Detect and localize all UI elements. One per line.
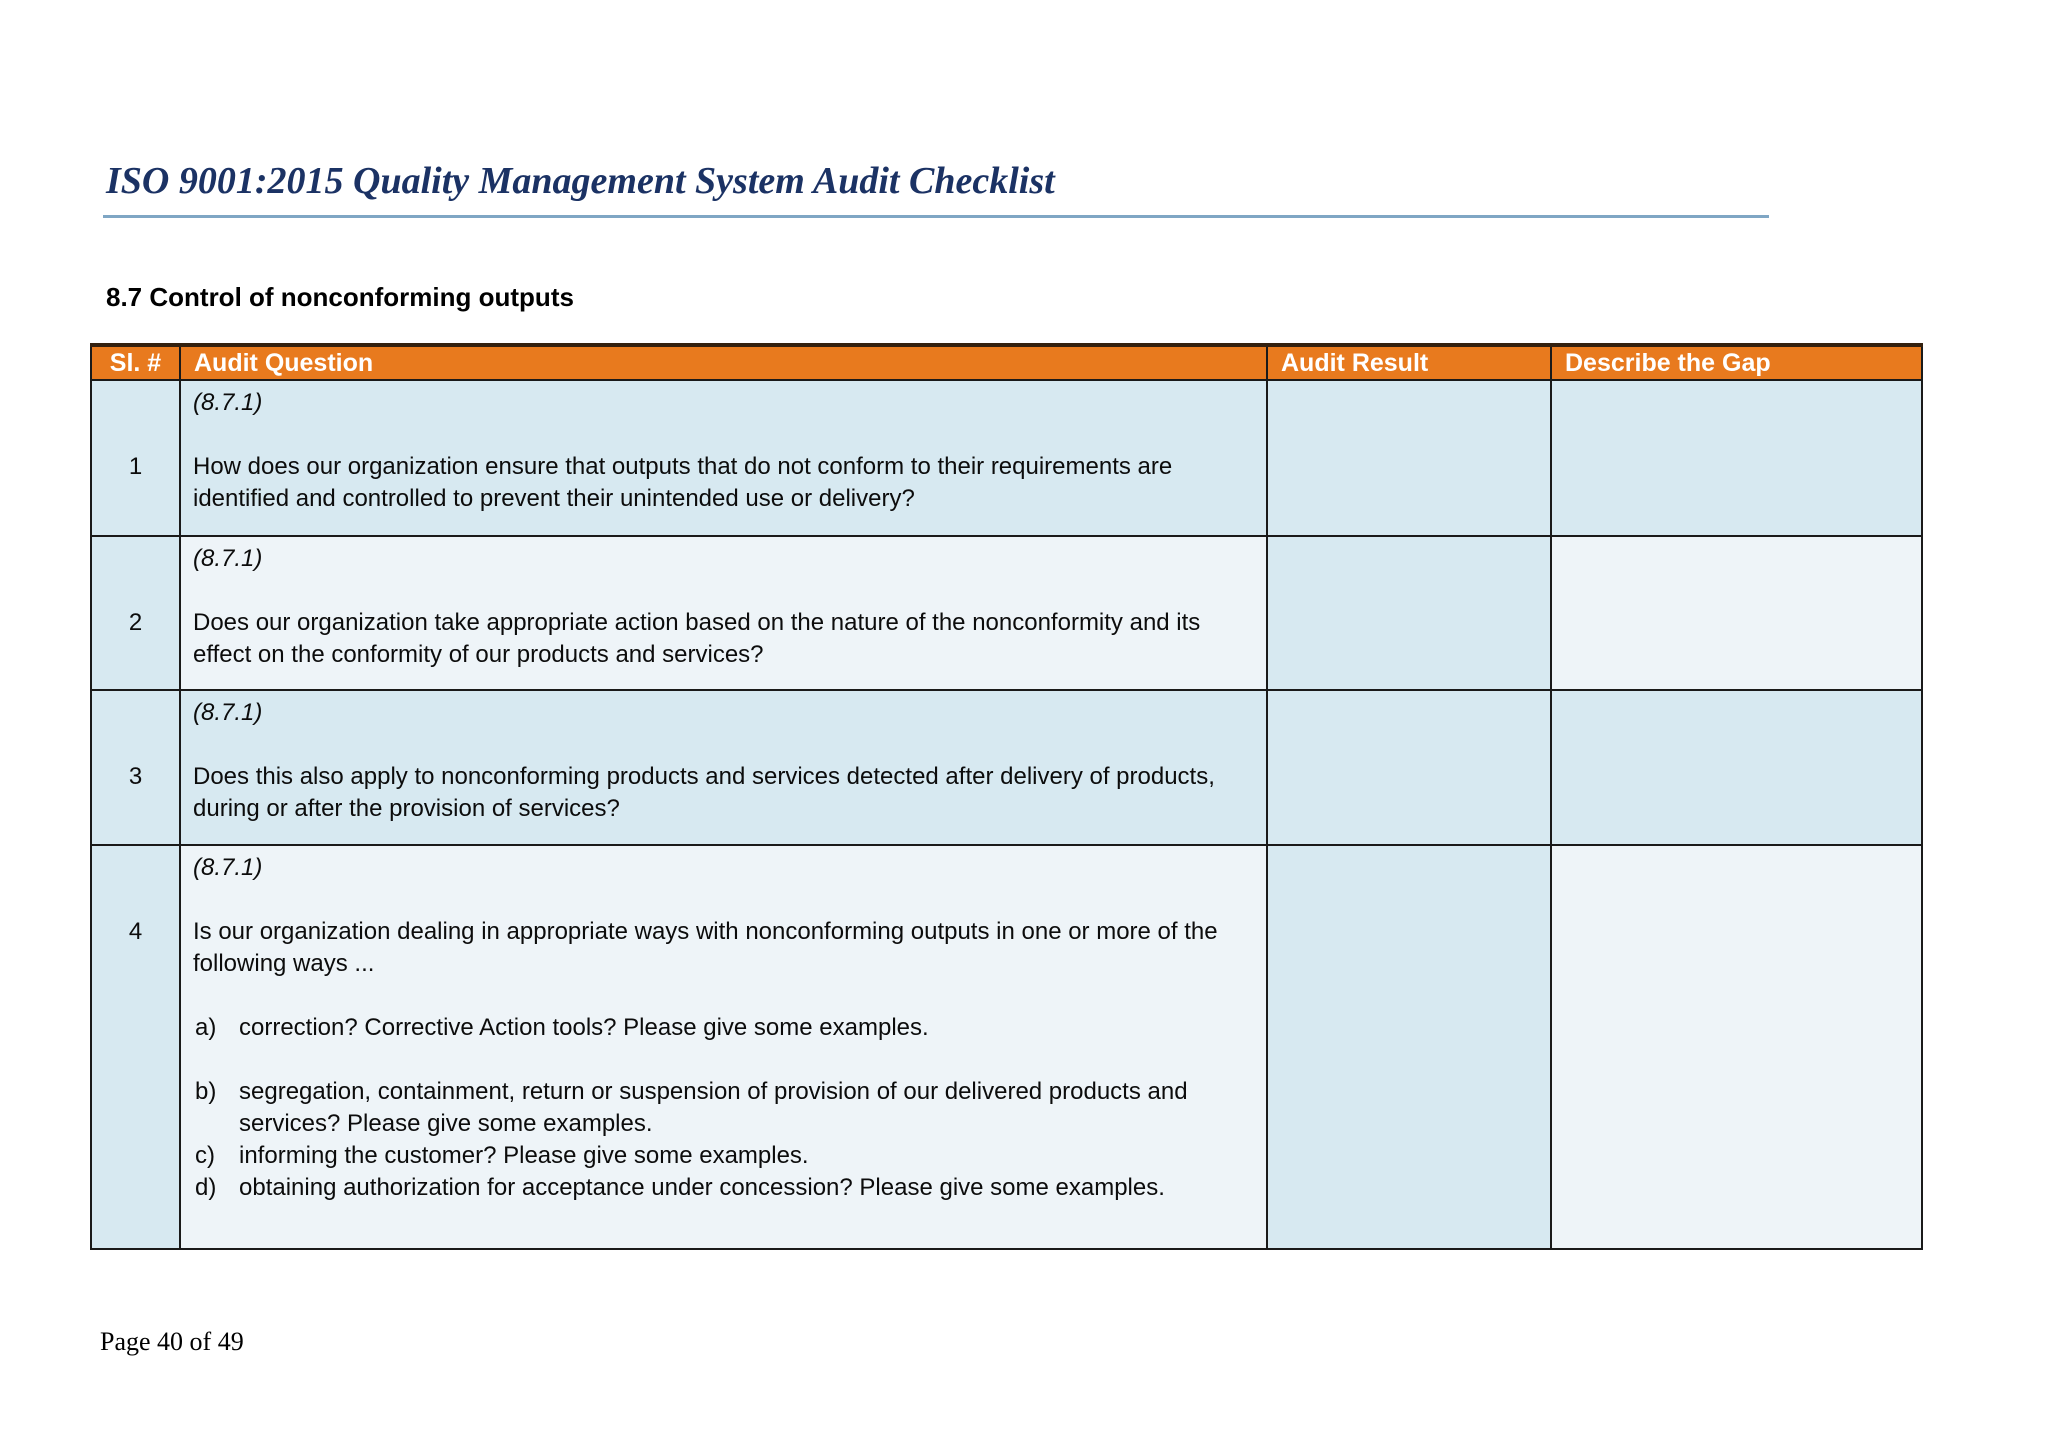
sub-item-label: d) — [195, 1174, 217, 1201]
sub-item-text: obtaining authorization for acceptance u… — [239, 1174, 1165, 1201]
audit-question-cell: (8.7.1) Is our organization dealing in a… — [179, 844, 1268, 1250]
question-text: How does our organization ensure that ou… — [193, 453, 1173, 512]
audit-result-cell — [1266, 689, 1552, 846]
header-sl-number: Sl. # — [90, 343, 181, 381]
page-title: ISO 9001:2015 Quality Management System … — [106, 160, 1055, 202]
describe-gap-cell — [1550, 535, 1923, 691]
sub-item-label: a) — [195, 1014, 217, 1041]
header-describe-the-gap: Describe the Gap — [1550, 343, 1923, 381]
table-row: 3 (8.7.1) Does this also apply to noncon… — [90, 689, 1923, 846]
clause-ref: (8.7.1) — [193, 699, 263, 726]
question-text: Does this also apply to nonconforming pr… — [193, 763, 1215, 822]
row-number: 2 — [90, 535, 181, 691]
section-heading: 8.7 Control of nonconforming outputs — [106, 282, 574, 312]
sub-item-b: b) segregation, containment, return or s… — [193, 1076, 1252, 1140]
describe-gap-cell — [1550, 689, 1923, 846]
sub-item-text: correction? Corrective Action tools? Ple… — [239, 1014, 929, 1041]
page-footer: Page 40 of 49 — [100, 1327, 244, 1356]
clause-ref: (8.7.1) — [193, 545, 263, 572]
clause-ref: (8.7.1) — [193, 389, 263, 416]
header-audit-result: Audit Result — [1266, 343, 1552, 381]
clause-ref: (8.7.1) — [193, 854, 263, 881]
audit-checklist-table: Sl. # Audit Question Audit Result Descri… — [90, 343, 1923, 1250]
row-number: 3 — [90, 689, 181, 846]
row-number: 1 — [90, 379, 181, 537]
question-text: Is our organization dealing in appropria… — [193, 918, 1218, 977]
table-row: 1 (8.7.1) How does our organization ensu… — [90, 379, 1923, 537]
describe-gap-cell — [1550, 379, 1923, 537]
title-underline — [103, 215, 1769, 218]
header-audit-question: Audit Question — [179, 343, 1268, 381]
table-row: 4 (8.7.1) Is our organization dealing in… — [90, 844, 1923, 1250]
audit-question-cell: (8.7.1) How does our organization ensure… — [179, 379, 1268, 537]
describe-gap-cell — [1550, 844, 1923, 1250]
sub-item-d: d) obtaining authorization for acceptanc… — [193, 1172, 1252, 1204]
sub-item-text: segregation, containment, return or susp… — [239, 1078, 1188, 1137]
audit-result-cell — [1266, 535, 1552, 691]
audit-question-cell: (8.7.1) Does this also apply to nonconfo… — [179, 689, 1268, 846]
question-text: Does our organization take appropriate a… — [193, 609, 1201, 668]
sub-item-label: b) — [195, 1078, 217, 1105]
sub-item-c: c) informing the customer? Please give s… — [193, 1140, 1252, 1172]
table-row: 2 (8.7.1) Does our organization take app… — [90, 535, 1923, 691]
row-number: 4 — [90, 844, 181, 1250]
table-header-row: Sl. # Audit Question Audit Result Descri… — [90, 343, 1923, 381]
sub-item-text: informing the customer? Please give some… — [239, 1142, 809, 1169]
sub-item-label: c) — [195, 1142, 215, 1169]
audit-question-cell: (8.7.1) Does our organization take appro… — [179, 535, 1268, 691]
audit-result-cell — [1266, 379, 1552, 537]
audit-result-cell — [1266, 844, 1552, 1250]
sub-item-a: a) correction? Corrective Action tools? … — [193, 1012, 1252, 1044]
